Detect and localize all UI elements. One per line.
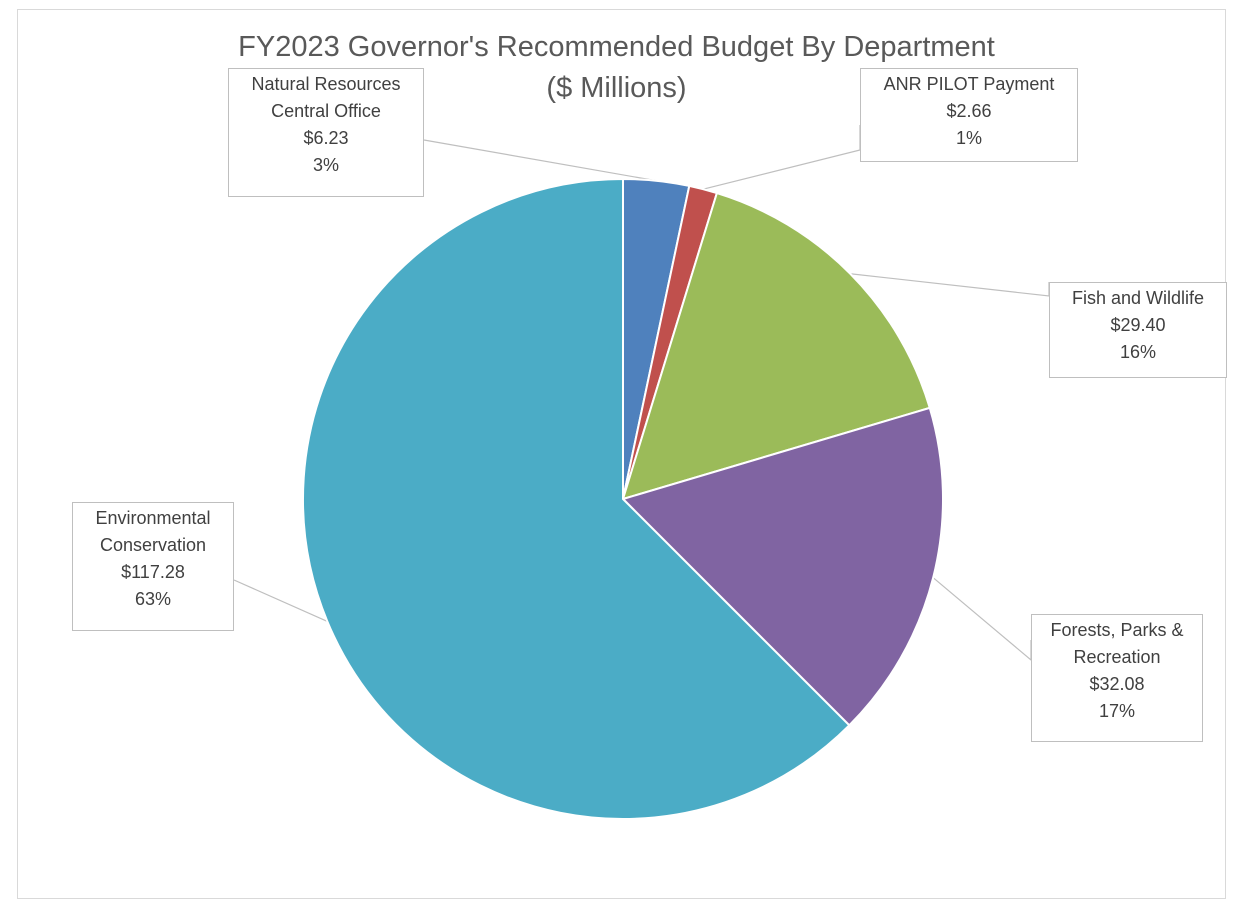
slice-label-line: Natural Resources xyxy=(251,74,401,94)
slice-environmental-conservation xyxy=(302,177,851,820)
slice-label-line: Conservation xyxy=(99,535,207,555)
slice-value-label: $29.40 xyxy=(1110,315,1166,335)
slice-label-line: Forests, Parks & xyxy=(1050,620,1184,640)
callout-natural-resources-central-office: Natural Resources Central Office $6.23 3… xyxy=(228,68,424,197)
chart-subtitle: ($ Millions) xyxy=(546,72,687,104)
slice-value-label: $6.23 xyxy=(303,128,349,148)
callout-anr-pilot-payment: ANR PILOT Payment $2.66 1% xyxy=(860,68,1078,162)
chart-title: FY2023 Governor's Recommended Budget By … xyxy=(238,31,995,63)
slice-label-line: ANR PILOT Payment xyxy=(883,74,1055,94)
slice-label-line: Environmental xyxy=(95,508,211,528)
slice-value-label: $32.08 xyxy=(1089,674,1145,694)
slice-value-label: $2.66 xyxy=(946,101,992,121)
slice-percent-label: 3% xyxy=(312,155,339,175)
slice-percent-label: 63% xyxy=(134,589,172,609)
callout-fish-and-wildlife: Fish and Wildlife $29.40 16% xyxy=(1049,282,1227,378)
slice-label-line: Fish and Wildlife xyxy=(1071,288,1205,308)
leader-line xyxy=(850,273,1050,297)
slice-value-label: $117.28 xyxy=(121,562,185,582)
slice-percent-label: 17% xyxy=(1098,701,1136,721)
slice-fish-and-wildlife xyxy=(621,191,931,501)
leader-line xyxy=(423,139,657,182)
slice-percent-label: 16% xyxy=(1119,342,1157,362)
slice-label-line: Central Office xyxy=(271,101,381,121)
callout-forests-parks-recreation: Forests, Parks & Recreation $32.08 17% xyxy=(1031,614,1203,742)
slice-label-line: Recreation xyxy=(1073,647,1161,667)
pie-slices xyxy=(302,177,944,820)
slice-percent-label: 1% xyxy=(955,128,982,148)
leader-line xyxy=(702,125,861,190)
leader-line xyxy=(932,577,1032,662)
slice-forests-parks-recreation xyxy=(621,406,944,727)
leader-line xyxy=(233,579,328,623)
callout-environmental-conservation: Environmental Conservation $117.28 63% xyxy=(72,502,234,631)
